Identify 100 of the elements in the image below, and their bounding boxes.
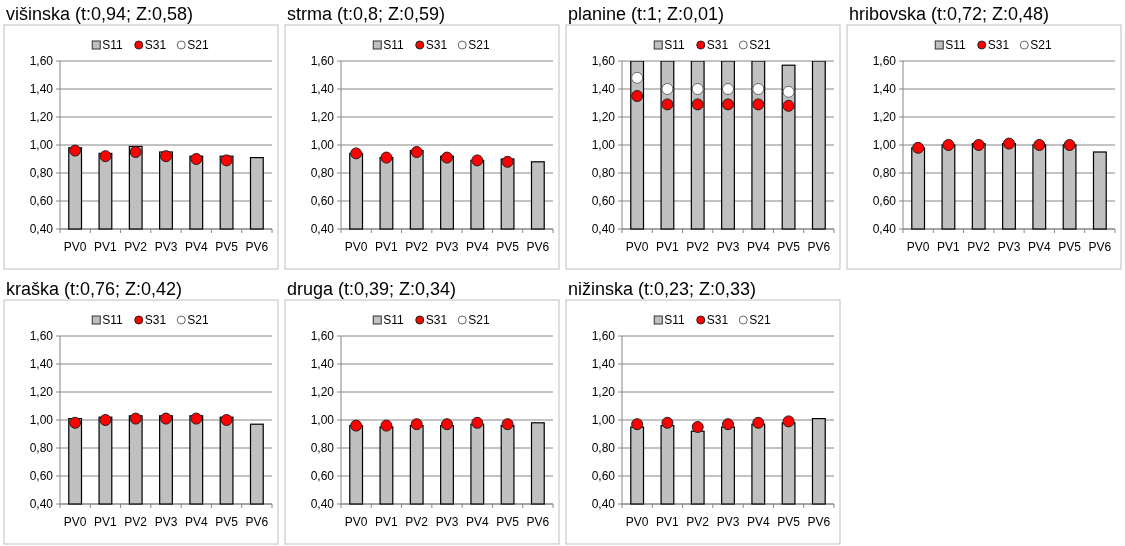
y-tick-label: 0,40	[310, 497, 335, 512]
y-tick-label: 0,40	[591, 497, 616, 512]
legend-label: S31	[144, 313, 167, 328]
x-tick-label: PV5	[777, 515, 801, 529]
y-tick-label: 1,60	[29, 329, 54, 344]
point	[782, 85, 795, 98]
x-tick-label: PV0	[344, 240, 368, 254]
x-tick-label: PV2	[967, 240, 991, 254]
point	[410, 146, 423, 158]
x-tick-label: PV6	[526, 240, 550, 254]
y-tick-label: 0,80	[29, 166, 54, 181]
y-tick-label: 1,40	[29, 357, 54, 372]
x-tick-label: PV2	[686, 240, 710, 254]
y-tick-label: 0,80	[310, 441, 335, 456]
legend-label: S31	[425, 313, 448, 328]
x-tick-label: PV3	[435, 515, 459, 529]
x-tick-label: PV1	[656, 240, 680, 254]
point	[691, 98, 704, 111]
y-tick-label: 1,20	[29, 110, 54, 125]
x-tick-label: PV6	[245, 515, 269, 529]
x-tick-label: PV0	[344, 515, 368, 529]
y-tick-label: 1,60	[310, 329, 335, 344]
point	[631, 71, 644, 84]
chart-title: planine (t:1; Z:0,01)	[568, 4, 725, 24]
x-tick-label: PV6	[807, 515, 831, 529]
legend-label: S21	[187, 313, 209, 328]
point	[380, 151, 393, 164]
legend-label: S11	[383, 38, 405, 53]
x-tick-label: PV3	[716, 515, 740, 529]
x-tick-label: PV5	[496, 515, 520, 529]
chart-title: druga (t:0,39; Z:0,34)	[287, 279, 457, 299]
y-tick-label: 0,60	[591, 469, 616, 484]
y-tick-label: 0,60	[29, 194, 54, 209]
y-tick-label: 1,40	[872, 82, 897, 97]
point	[661, 98, 674, 111]
x-tick-label: PV6	[526, 515, 550, 529]
x-tick-label: PV6	[245, 240, 269, 254]
legend-label: S21	[1030, 38, 1052, 53]
point	[691, 83, 704, 95]
x-tick-label: PV2	[405, 515, 429, 529]
y-tick-label: 1,20	[29, 385, 54, 400]
y-tick-label: 0,60	[29, 469, 54, 484]
y-tick-label: 0,80	[591, 166, 616, 181]
point	[99, 150, 112, 163]
x-tick-label: PV0	[625, 240, 649, 254]
y-tick-label: 0,40	[29, 222, 54, 237]
y-tick-label: 1,00	[310, 138, 335, 153]
y-tick-label: 0,60	[872, 194, 897, 209]
legend-label: S11	[102, 313, 124, 328]
chart-title: nižinska (t:0,23; Z:0,33)	[568, 279, 757, 299]
legend-label: S31	[987, 38, 1010, 53]
y-tick-label: 1,20	[310, 385, 335, 400]
x-tick-label: PV3	[997, 240, 1021, 254]
x-tick-label: PV3	[154, 515, 178, 529]
x-tick-label: PV4	[184, 515, 208, 529]
y-tick-label: 1,00	[591, 138, 616, 153]
y-tick-label: 1,40	[591, 82, 616, 97]
y-tick-label: 1,40	[310, 82, 335, 97]
legend-label: S21	[749, 38, 771, 53]
x-tick-label: PV0	[906, 240, 930, 254]
y-tick-label: 1,00	[29, 413, 54, 428]
y-tick-label: 1,20	[591, 385, 616, 400]
x-tick-label: PV5	[215, 240, 239, 254]
legend-label: S11	[664, 313, 686, 328]
legend-label: S21	[468, 313, 490, 328]
x-tick-label: PV5	[1058, 240, 1082, 254]
x-tick-label: PV1	[94, 240, 118, 254]
y-tick-label: 1,60	[872, 54, 897, 69]
y-tick-label: 1,00	[29, 138, 54, 153]
legend-label: S11	[383, 313, 405, 328]
x-tick-label: PV6	[1088, 240, 1112, 254]
x-tick-label: PV3	[435, 240, 459, 254]
x-tick-label: PV0	[63, 240, 87, 254]
y-tick-label: 0,80	[29, 441, 54, 456]
y-tick-label: 1,20	[310, 110, 335, 125]
y-tick-label: 1,40	[591, 357, 616, 372]
point	[752, 98, 765, 111]
point	[471, 154, 484, 167]
legend-label: S31	[425, 38, 448, 53]
chart-title: višinska (t:0,94; Z:0,58)	[6, 4, 194, 24]
x-tick-label: PV1	[375, 515, 399, 529]
legend-label: S31	[144, 38, 167, 53]
y-tick-label: 0,60	[310, 469, 335, 484]
x-tick-label: PV1	[94, 515, 118, 529]
y-tick-label: 0,40	[29, 497, 54, 512]
y-tick-label: 1,40	[29, 82, 54, 97]
y-tick-label: 0,40	[310, 222, 335, 237]
point	[501, 155, 514, 168]
x-tick-label: PV0	[625, 515, 649, 529]
x-tick-label: PV2	[124, 240, 148, 254]
x-tick-label: PV0	[63, 515, 87, 529]
y-tick-label: 1,00	[310, 413, 335, 428]
x-tick-label: PV2	[124, 515, 148, 529]
y-tick-label: 0,60	[310, 194, 335, 209]
legend-label: S31	[706, 38, 729, 53]
chart-title: strma (t:0,8; Z:0,59)	[287, 4, 446, 24]
y-tick-label: 0,40	[872, 222, 897, 237]
x-tick-label: PV4	[1027, 240, 1051, 254]
x-tick-label: PV1	[937, 240, 961, 254]
y-tick-label: 0,80	[591, 441, 616, 456]
